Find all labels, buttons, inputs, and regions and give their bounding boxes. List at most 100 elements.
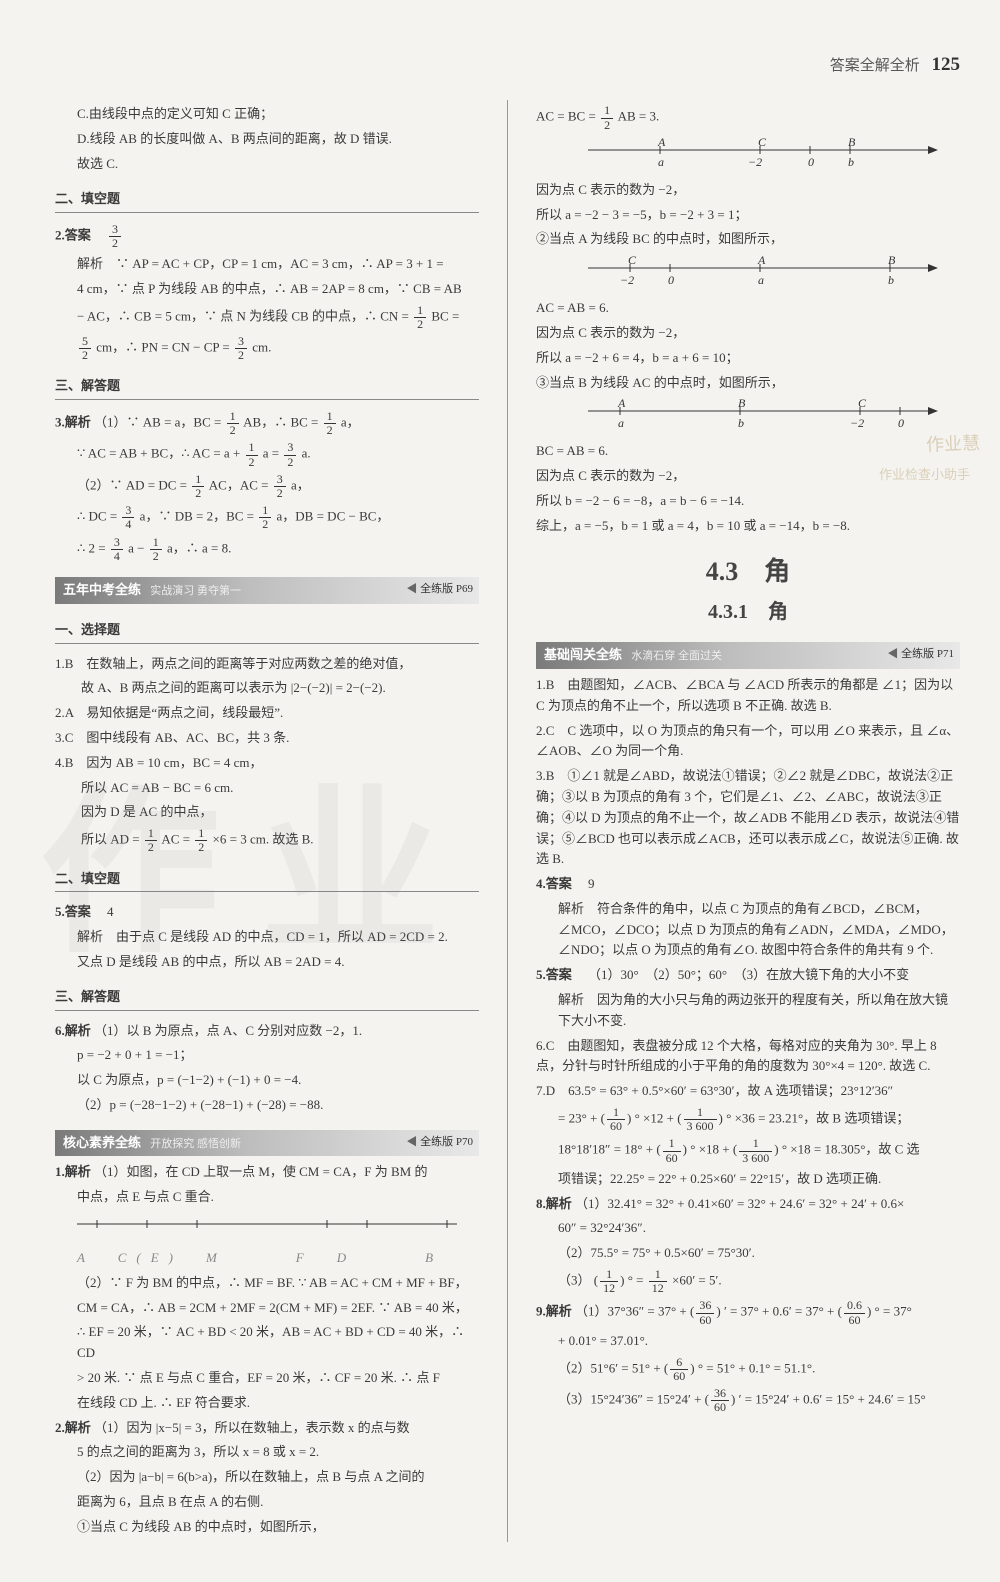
hx1: 1.解析 （1）如图，在 CD 上取一点 M，使 CM = CA，F 为 BM … <box>55 1162 479 1183</box>
t: （1）因为 |x−5| = 3，所以在数轴上，表示数 x 的点与数 <box>94 1420 410 1435</box>
diagram-labels: A C(E) M F D B <box>55 1248 479 1269</box>
banner-ref: 全练版 P71 <box>887 646 954 664</box>
chapter-title: 4.3 角 <box>536 551 960 593</box>
svg-text:C: C <box>858 399 867 410</box>
banner-five-year: 五年中考全练 实战演习 勇夺第一 全练版 P69 <box>55 577 479 604</box>
ans: （1）30° （2）50°；60° （3）在放大镜下角的大小不变 <box>588 967 909 982</box>
svg-text:A: A <box>617 399 626 410</box>
t: cm，∴ PN = CN − CP = <box>96 340 233 355</box>
banner-title: 五年中考全练 <box>63 582 141 597</box>
t: AB，∴ BC = <box>243 415 321 430</box>
svg-text:B: B <box>888 256 896 267</box>
text: 解析 符合条件的角中，以点 C 为顶点的角有∠BCD，∠BCM，∠MCO，∠DC… <box>536 899 960 961</box>
text: > 20 米. ∵ 点 E 与点 C 重合，EF = 20 米，∴ CF = 2… <box>55 1368 479 1389</box>
banner-sub: 开放探究 感悟创新 <box>150 1138 241 1150</box>
number-line-icon: A C B a −2 0 b <box>548 138 948 174</box>
text: 距离为 6，且点 B 在点 A 的右侧. <box>55 1492 479 1513</box>
t: （1）以 B 为原点，点 A、C 分别对应数 −2，1. <box>94 1023 362 1038</box>
text: 在线段 CD 上. ∴ EF 符合要求. <box>55 1393 479 1414</box>
text: 解析 因为角的大小只与角的两边张开的程度有关，所以角在放大镜下大小不变. <box>536 990 960 1032</box>
text: 4 cm，∵ 点 P 为线段 AB 的中点，∴ AB = 2AP = 8 cm，… <box>55 279 479 300</box>
text: 5 的点之间的距离为 3，所以 x = 8 或 x = 2. <box>55 1442 479 1463</box>
text: （2）∵ F 为 BM 的中点，∴ MF = BF. ∵ AB = AC + C… <box>55 1273 479 1294</box>
header-title: 答案全解全析 <box>830 58 920 74</box>
banner-basic: 基础闯关全练 水滴石穿 全面过关 全练版 P71 <box>536 642 960 669</box>
text: ①当点 C 为线段 AB 的中点时，如图所示， <box>55 1517 479 1538</box>
page-number: 125 <box>932 54 961 75</box>
label: 2.解析 <box>55 1420 91 1435</box>
frac: 52 <box>79 335 91 362</box>
label: 9.解析 <box>536 1304 572 1319</box>
section-fill2: 二、填空题 <box>55 869 479 893</box>
text: AC = AB = 6. <box>536 298 960 319</box>
q6: 6.解析 （1）以 B 为原点，点 A、C 分别对应数 −2，1. <box>55 1021 479 1042</box>
t: ° = 37° <box>875 1304 912 1319</box>
svg-text:b: b <box>848 155 854 169</box>
svg-text:−2: −2 <box>850 416 864 430</box>
svg-text:0: 0 <box>808 155 814 169</box>
text: D.线段 AB 的长度叫做 A、B 两点间的距离，故 D 错误. <box>55 129 479 150</box>
watermark-side2: 作业检查小助手 <box>879 465 970 486</box>
text: 1.B 在数轴上，两点之间的距离等于对应两数之差的绝对值， <box>55 654 479 675</box>
text: （3） (112) ° = 112 ×60′ = 5′. <box>536 1268 960 1295</box>
sub-chapter-title: 4.3.1 角 <box>536 596 960 628</box>
text: （2）51°6′ = 51° + (660) ° = 51° + 0.1° = … <box>536 1356 960 1383</box>
text: 7.D 63.5° = 63° + 0.5°×60′ = 63°30′，故 A … <box>536 1081 960 1102</box>
q3: 3.解析 （1）∵ AB = a，BC = 12 AB，∴ BC = 12 a， <box>55 410 479 437</box>
frac: 32 <box>109 223 121 250</box>
text: 4.B 因为 AB = 10 cm，BC = 4 cm， <box>55 753 479 774</box>
text: = 23° + (160) ° ×12 + (13 600) ° ×36 = 2… <box>536 1106 960 1133</box>
label: 5.答案 <box>536 967 572 982</box>
text: （2）75.5° = 75° + 0.5×60′ = 75°30′. <box>536 1243 960 1264</box>
t: （1）如图，在 CD 上取一点 M，使 CM = CA，F 为 BM 的 <box>94 1164 427 1179</box>
text: （2）∵ AD = DC = 12 AC，AC = 32 a， <box>55 473 479 500</box>
text: 综上，a = −5，b = 1 或 a = 4，b = 10 或 a = −14… <box>536 516 960 537</box>
text: 所以 b = −2 − 6 = −8，a = b − 6 = −14. <box>536 491 960 512</box>
text: 因为 D 是 AC 的中点， <box>55 802 479 823</box>
label: 8.解析 <box>536 1196 572 1211</box>
svg-text:−2: −2 <box>748 155 762 169</box>
t: （1）∵ AB = a，BC = <box>94 415 225 430</box>
banner-core: 核心素养全练 开放探究 感悟创新 全练版 P70 <box>55 1130 479 1157</box>
section-solve: 三、解答题 <box>55 376 479 400</box>
text: （3）15°24′36″ = 15°24′ + (3660) ′ = 15°24… <box>536 1387 960 1414</box>
q9: 9.解析 （1）37°36″ = 37° + (3660) ′ = 37° + … <box>536 1299 960 1326</box>
ans: 9 <box>588 876 595 891</box>
text: + 0.01° = 37.01°. <box>536 1331 960 1352</box>
text: 项错误；22.25° = 22° + 0.25×60′ = 22°15′，故 D… <box>536 1169 960 1190</box>
page-header: 答案全解全析 125 <box>55 50 960 80</box>
text: ∵ AC = AB + BC，∴ AC = a + 12 a = 32 a. <box>55 441 479 468</box>
banner-ref: 全练版 P69 <box>406 581 473 599</box>
label: 2.答案 <box>55 227 91 242</box>
svg-text:a: a <box>758 273 764 287</box>
text: BC = AB = 6. <box>536 441 960 462</box>
text: 1.B 由题图知，∠ACB、∠BCA 与 ∠ACD 所表示的角都是 ∠1；因为以… <box>536 675 960 717</box>
column-divider <box>507 100 508 1541</box>
text: CM = CA，∴ AB = 2CM + 2MF = 2(CM + MF) = … <box>55 1298 479 1319</box>
section-fill: 二、填空题 <box>55 189 479 213</box>
banner-sub: 水滴石穿 全面过关 <box>631 650 722 662</box>
svg-text:b: b <box>738 416 744 430</box>
text: 52 cm，∴ PN = CN − CP = 32 cm. <box>55 335 479 362</box>
text: （2）因为 |a−b| = 6(b>a)，所以在数轴上，点 B 与点 A 之间的 <box>55 1467 479 1488</box>
text: 6.C 由题图知，表盘被分成 12 个大格，每格对应的夹角为 30°. 早上 8… <box>536 1036 960 1078</box>
svg-text:b: b <box>888 273 894 287</box>
text: ∴ 2 = 34 a − 12 a，∴ a = 8. <box>55 536 479 563</box>
text: 3.C 图中线段有 AB、AC、BC，共 3 条. <box>55 728 479 749</box>
text: 解析 ∵ AP = AC + CP，CP = 1 cm，AC = 3 cm，∴ … <box>55 254 479 275</box>
text: 3.B ①∠1 就是∠ABD，故说法①错误；②∠2 就是∠DBC，故说法②正确；… <box>536 766 960 870</box>
text: 故 A、B 两点之间的距离可以表示为 |2−(−2)| = 2−(−2). <box>55 678 479 699</box>
text: 2.C C 选项中，以 O 为顶点的角只有一个，可以用 ∠O 来表示，且 ∠α、… <box>536 721 960 763</box>
t: − AC，∴ CB = 5 cm，∵ 点 N 为线段 CB 的中点，∴ CN = <box>77 308 412 323</box>
number-line-icon: A B C a b −2 0 <box>548 399 948 435</box>
svg-text:B: B <box>848 138 856 149</box>
text: 所以 AC = AB − BC = 6 cm. <box>55 778 479 799</box>
q5r: 5.答案 （1）30° （2）50°；60° （3）在放大镜下角的大小不变 <box>536 965 960 986</box>
section-solve2: 三、解答题 <box>55 987 479 1011</box>
q4: 4.答案 9 <box>536 874 960 895</box>
text: 2.A 易知依据是“两点之间，线段最短”. <box>55 703 479 724</box>
text: 以 C 为原点，p = (−1−2) + (−1) + 0 = −4. <box>55 1070 479 1091</box>
svg-text:C: C <box>628 256 637 267</box>
text: AC = BC = 12 AB = 3. <box>536 104 960 131</box>
q5: 5.答案 4 <box>55 902 479 923</box>
